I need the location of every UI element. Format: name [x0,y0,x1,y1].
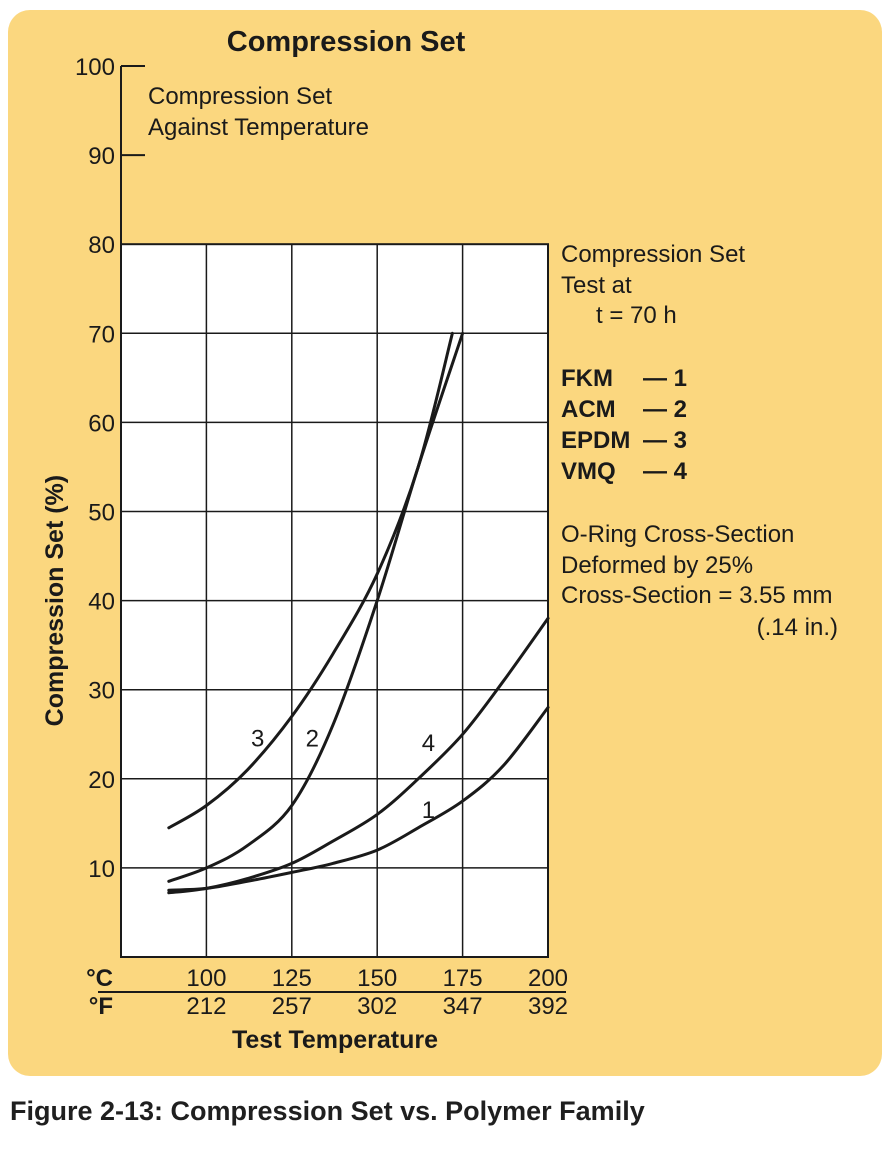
figure-caption: Figure 2-13: Compression Set vs. Polymer… [10,1096,645,1126]
y-tick-label: 90 [88,143,115,170]
y-tick-label: 70 [88,321,115,348]
legend-name: VMQ [561,458,616,485]
y-tick-label: 20 [88,767,115,794]
y-tick-label: 30 [88,678,115,705]
compression-set-chart: 10 20 30 40 50 60 70 80 90 100 Compression Set (%)… [41,26,838,1054]
y-tick-label: 80 [88,232,115,259]
curve-label: 3 [251,726,264,753]
legend-name: EPDM [561,427,630,454]
legend-number: — 2 [643,396,687,423]
test-info-line: Test at [561,272,632,299]
note-line: (.14 in.) [757,614,838,641]
x-unit-fahrenheit: °F [89,993,113,1020]
x-tick-label-celsius: 125 [272,965,312,992]
note-line: Deformed by 25% [561,552,753,579]
legend-name: ACM [561,396,616,423]
x-tick-label-fahrenheit: 212 [186,993,226,1020]
x-tick-label-fahrenheit: 302 [357,993,397,1020]
chart-title: Compression Set [227,26,466,58]
legend-number: — 3 [643,427,687,454]
x-tick-label-celsius: 150 [357,965,397,992]
curve-label: 1 [422,797,435,824]
y-tick-label: 10 [88,856,115,883]
x-unit-celsius: °C [86,965,113,992]
chart-subtitle-line: Against Temperature [148,114,369,141]
curve-label: 2 [306,726,319,753]
legend-number: — 4 [643,458,688,485]
y-tick-label: 100 [75,54,115,81]
test-info-line: t = 70 h [596,302,677,329]
y-tick-label: 60 [88,410,115,437]
y-tick-label: 40 [88,589,115,616]
test-info-line: Compression Set [561,241,745,268]
x-axis-label: Test Temperature [232,1026,438,1054]
series-line-vmq [167,616,550,895]
y-axis-label: Compression Set (%) [41,475,69,726]
legend-number: — 1 [643,365,687,392]
note-line: O-Ring Cross-Section [561,521,794,548]
x-tick-label-celsius: 200 [528,965,568,992]
series-line-epdm [167,331,454,830]
x-tick-label-fahrenheit: 392 [528,993,568,1020]
x-tick-label-celsius: 175 [443,965,483,992]
curve-label: 4 [422,730,435,757]
chart-subtitle-line: Compression Set [148,83,332,110]
x-tick-label-fahrenheit: 257 [272,993,312,1020]
x-tick-label-celsius: 100 [186,965,226,992]
x-tick-label-fahrenheit: 347 [443,993,483,1020]
y-tick-label: 50 [88,500,115,527]
legend-name: FKM [561,365,613,392]
note-line: Cross-Section = 3.55 mm [561,582,832,609]
